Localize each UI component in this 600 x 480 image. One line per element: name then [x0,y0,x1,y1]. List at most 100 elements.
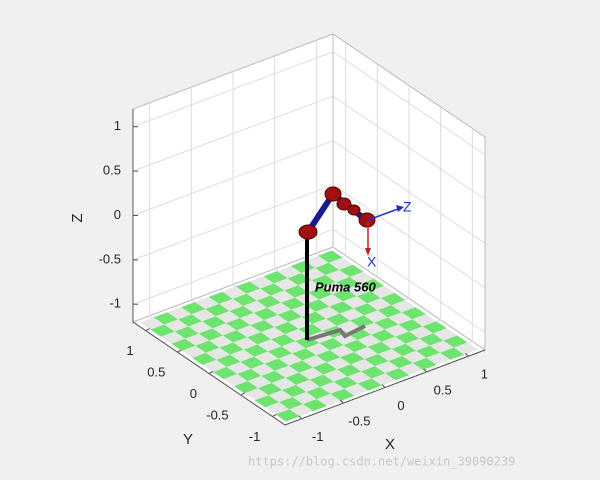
floor-tile [254,351,279,364]
floor-tile [243,344,268,357]
tick-mark [423,368,428,373]
floor-tile [347,371,372,384]
floor-tile [349,271,374,284]
floor-tile [181,301,206,315]
floor-tile [247,375,272,389]
z-tick-label: -0.5 [99,251,121,266]
floor-tile [315,262,340,275]
base-path [306,324,366,342]
floor-tile [282,384,307,398]
floor-tile [299,367,324,380]
floor-tile [249,276,274,289]
floor-tile [377,305,402,318]
floor-tile [374,361,399,374]
floor-tile [388,355,413,369]
x-tick-label: 0 [397,398,404,413]
robot-name: Puma 560 [315,279,376,294]
joint [358,212,376,228]
floor-tile [215,310,240,324]
floor-tile [339,264,364,277]
floor-tile [188,321,213,334]
floor-tile [312,362,337,375]
floor-tile [363,310,388,323]
floor-tile [385,368,410,381]
floor-tile [291,348,317,361]
floor-tile [226,361,251,374]
floor-tile [244,388,269,401]
floor-tile [298,280,323,293]
floor-tile [171,338,196,351]
floor-tile [422,321,447,334]
floor-tile [395,331,420,344]
floor-tile [140,317,165,330]
arrow-head [365,248,371,256]
floor-tile [257,339,282,352]
floor-tile [205,303,230,317]
floor-tile [232,293,257,306]
x-tick-label: -0.5 [348,414,370,429]
floor-tile [322,282,347,295]
floor-tile [267,346,292,359]
floor-tile [253,307,278,320]
floor-tile [333,376,358,389]
floor-tile [340,352,365,365]
floor-tile [343,296,368,309]
joint [324,186,342,202]
floor-tile [333,332,358,345]
floor-tile [432,328,458,341]
arrow-head [396,205,404,212]
floor-tile [326,313,351,326]
grid-line [132,184,486,289]
floor-tile [308,287,333,300]
y-axis-label: Y [183,431,193,448]
floor-tile [233,380,258,394]
floor-tile [274,365,300,378]
grid-line [132,139,486,244]
floor-tile [312,318,337,331]
floor-tile [216,354,241,367]
floor-tile [429,340,454,353]
floor-tile [177,314,203,327]
floor-tile [284,285,309,298]
floor-tile [335,276,361,290]
floor-tile [195,340,220,353]
floor-tile [364,353,389,367]
tick-mark [339,399,344,404]
floor-tile [374,317,399,330]
floor-tile [236,281,261,294]
floor-tile [164,319,189,332]
frame-z-arrow [367,208,399,221]
floor-tile [426,352,451,365]
floor-tile [274,321,299,335]
floor-tile [260,283,285,296]
floor-tile [153,312,178,325]
tick-mark [145,328,150,332]
floor-tile [194,296,220,310]
floor-tile [243,300,268,313]
floor-tile [356,291,381,304]
tick-mark [272,413,277,417]
tick-mark [381,384,386,388]
floor-tile [284,328,309,342]
grid-line [132,51,486,156]
z-tick-label: 0 [114,207,121,222]
floor-tile [208,291,233,304]
floor-tile [278,397,303,410]
floor-tile [453,342,478,355]
joint [298,224,318,240]
floor-tile [384,324,409,337]
floor-tile [213,366,238,380]
floor-tile [360,278,385,292]
floor-tile [198,328,223,341]
floor-tile [350,315,375,328]
floor-tile [260,327,285,340]
floor-tile [315,306,340,319]
floor-tile [330,388,355,401]
joint [336,197,352,211]
floor-tile [309,374,334,387]
floor-tile [357,334,382,347]
floor-tile [273,278,299,291]
floor-tile [167,307,192,320]
tick-mark [298,415,303,420]
